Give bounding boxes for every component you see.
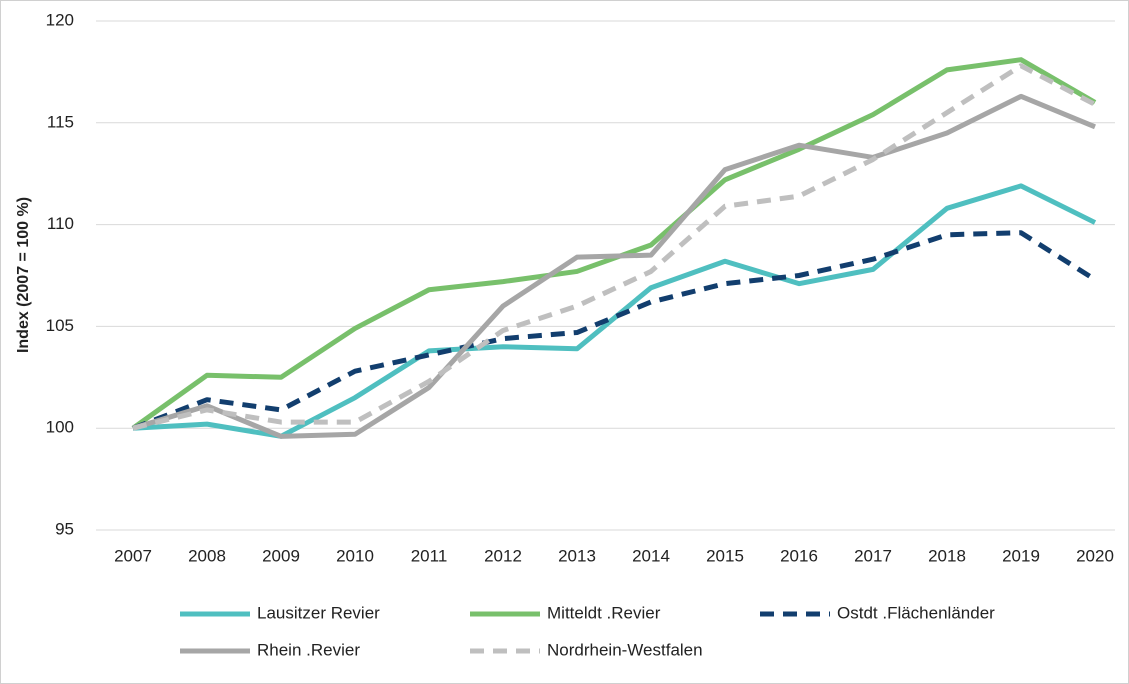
x-tick-label: 2017 — [854, 546, 892, 565]
x-tick-label: 2019 — [1002, 546, 1040, 565]
series-line — [132, 183, 1097, 439]
y-tick-label: 100 — [46, 418, 74, 437]
x-tick-label: 2008 — [188, 546, 226, 565]
y-tick-label: 110 — [47, 214, 74, 233]
legend-label: Ostdt .Flächenländer — [837, 603, 995, 622]
legend-label: Nordrhein-Westfalen — [547, 640, 703, 659]
y-tick-label: 95 — [55, 519, 74, 538]
y-tick-label: 120 — [46, 10, 74, 29]
series-line — [132, 93, 1096, 439]
x-tick-label: 2009 — [262, 546, 300, 565]
x-tick-label: 2016 — [780, 546, 818, 565]
x-tick-label: 2010 — [336, 546, 374, 565]
series-line — [132, 230, 1097, 431]
y-tick-label: 115 — [47, 112, 74, 131]
x-tick-label: 2011 — [411, 546, 448, 565]
series-line — [132, 63, 1097, 431]
x-tick-label: 2013 — [558, 546, 596, 565]
legend-label: Mitteldt .Revier — [547, 603, 661, 622]
x-tick-label: 2018 — [928, 546, 966, 565]
x-tick-label: 2015 — [706, 546, 744, 565]
y-axis-label: Index (2007 = 100 %) — [15, 197, 32, 353]
x-tick-label: 2007 — [114, 546, 152, 565]
legend-label: Rhein .Revier — [257, 640, 360, 659]
legend-label: Lausitzer Revier — [257, 603, 380, 622]
y-tick-label: 105 — [46, 316, 74, 335]
x-tick-label: 2014 — [632, 546, 670, 565]
x-tick-label: 2020 — [1076, 546, 1114, 565]
x-tick-label: 2012 — [484, 546, 522, 565]
